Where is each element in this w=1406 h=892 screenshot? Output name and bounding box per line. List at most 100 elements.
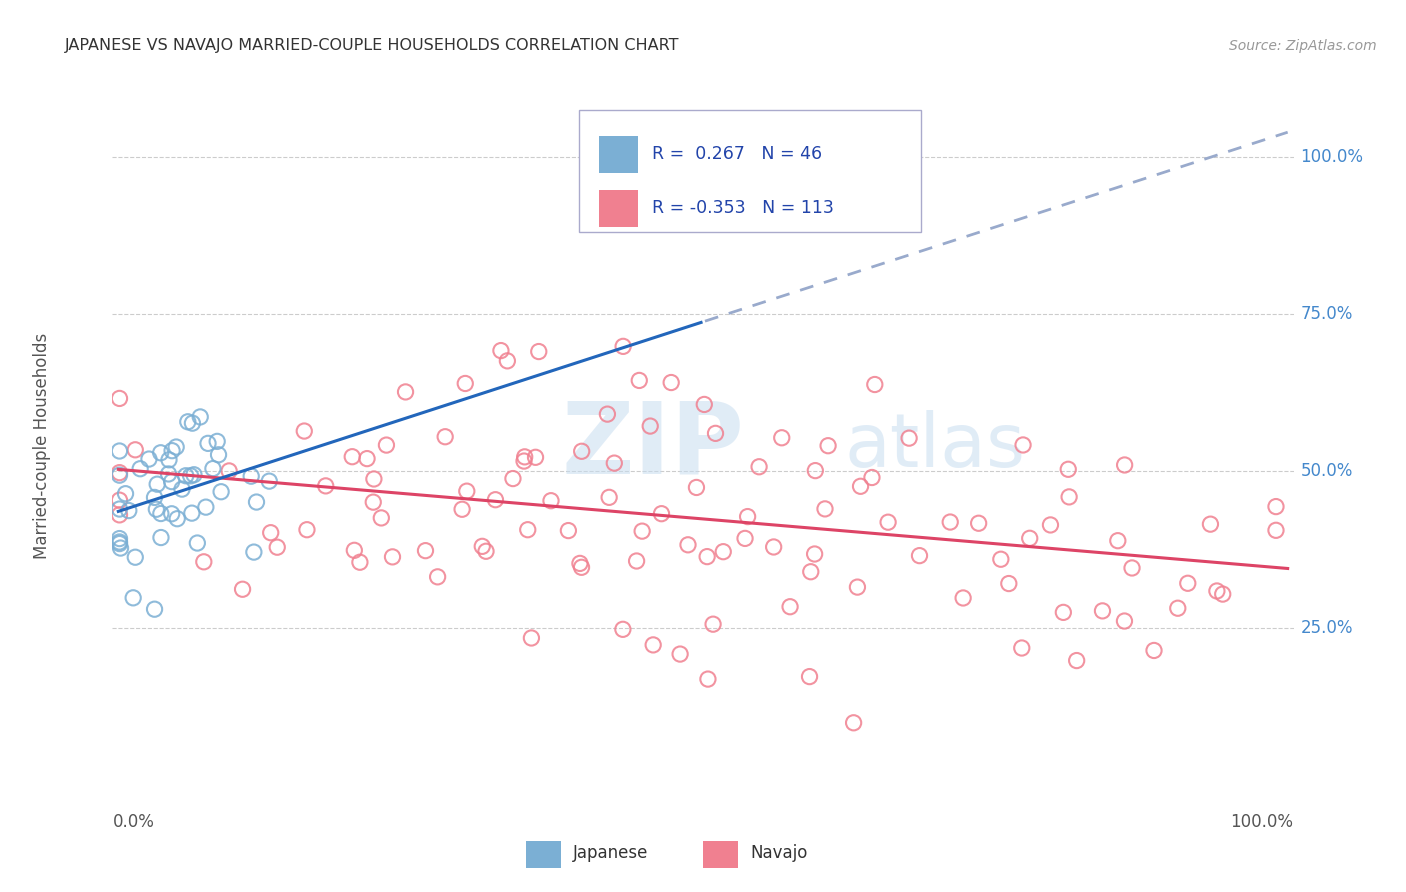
Point (685, 480, 707, 494)
Text: 0.0%: 0.0% (112, 814, 155, 831)
Point (149, 531, 172, 545)
Point (108, 466, 131, 480)
Point (990, 552, 1012, 566)
Text: R =  0.267   N = 46: R = 0.267 N = 46 (652, 145, 823, 163)
Point (898, 431, 921, 445)
Point (612, 339, 634, 353)
Point (426, 570, 449, 584)
Point (315, 479, 337, 493)
Point (1039, 517, 1062, 532)
Point (804, 464, 827, 478)
Point (394, 384, 416, 399)
Point (138, 452, 160, 467)
Point (842, 715, 865, 730)
FancyBboxPatch shape (703, 840, 738, 868)
Point (638, 419, 661, 434)
Point (967, 516, 990, 531)
Point (603, 456, 626, 470)
Text: Married-couple Households: Married-couple Households (32, 333, 51, 559)
Point (697, 672, 720, 686)
Text: 25.0%: 25.0% (1301, 619, 1353, 637)
Point (434, 430, 457, 444)
Point (1206, 584, 1229, 599)
Point (370, 511, 392, 525)
Point (693, 397, 716, 411)
Text: Navajo: Navajo (751, 844, 807, 862)
Point (1212, 587, 1234, 601)
Point (598, 491, 620, 505)
Point (1265, 500, 1288, 514)
Point (124, 442, 146, 457)
Point (108, 536, 131, 550)
Point (877, 515, 900, 529)
Point (952, 591, 974, 605)
Point (197, 436, 219, 450)
Text: Source: ZipAtlas.com: Source: ZipAtlas.com (1229, 39, 1376, 53)
Point (292, 424, 315, 438)
Point (540, 493, 562, 508)
Point (149, 446, 172, 460)
Point (415, 543, 437, 558)
Point (110, 541, 132, 555)
Point (770, 431, 793, 445)
Point (696, 549, 718, 564)
Point (194, 500, 217, 515)
Point (1057, 490, 1080, 504)
Point (456, 484, 478, 499)
Text: JAPANESE VS NAVAJO MARRIED-COUPLE HOUSEHOLDS CORRELATION CHART: JAPANESE VS NAVAJO MARRIED-COUPLE HOUSEH… (65, 37, 679, 53)
Point (612, 623, 634, 637)
Point (702, 617, 724, 632)
Point (631, 524, 654, 538)
Point (524, 450, 547, 465)
Point (174, 468, 197, 483)
Point (146, 477, 169, 491)
FancyBboxPatch shape (599, 136, 638, 173)
FancyBboxPatch shape (579, 111, 921, 233)
Text: 100.0%: 100.0% (1301, 148, 1364, 166)
Point (181, 416, 204, 430)
Point (1107, 533, 1129, 548)
Point (643, 638, 665, 652)
Point (157, 467, 180, 481)
Point (451, 502, 474, 516)
Point (596, 407, 619, 421)
Point (1167, 601, 1189, 615)
Point (1057, 462, 1080, 476)
Point (568, 557, 591, 571)
Point (484, 492, 506, 507)
Point (108, 493, 131, 508)
Point (939, 515, 962, 529)
Point (188, 409, 211, 424)
Point (124, 550, 146, 565)
Point (1114, 614, 1136, 628)
Text: 75.0%: 75.0% (1301, 305, 1353, 323)
Point (165, 440, 187, 454)
Point (502, 472, 524, 486)
Point (349, 555, 371, 569)
Point (170, 482, 193, 496)
Point (626, 554, 648, 568)
Point (1052, 606, 1074, 620)
Point (361, 495, 384, 509)
Point (363, 472, 385, 486)
Point (166, 512, 188, 526)
Point (1011, 640, 1033, 655)
Point (863, 377, 886, 392)
Point (108, 444, 131, 458)
Point (356, 451, 378, 466)
Point (516, 523, 538, 537)
Point (343, 543, 366, 558)
Point (1177, 576, 1199, 591)
Point (1066, 654, 1088, 668)
Point (1091, 604, 1114, 618)
Point (1012, 438, 1035, 452)
Text: Japanese: Japanese (574, 844, 648, 862)
Point (183, 467, 205, 482)
Point (475, 544, 498, 558)
Point (108, 392, 131, 406)
Point (779, 599, 801, 614)
Point (266, 540, 288, 554)
Point (849, 479, 872, 493)
Point (513, 450, 536, 464)
Point (860, 470, 883, 484)
